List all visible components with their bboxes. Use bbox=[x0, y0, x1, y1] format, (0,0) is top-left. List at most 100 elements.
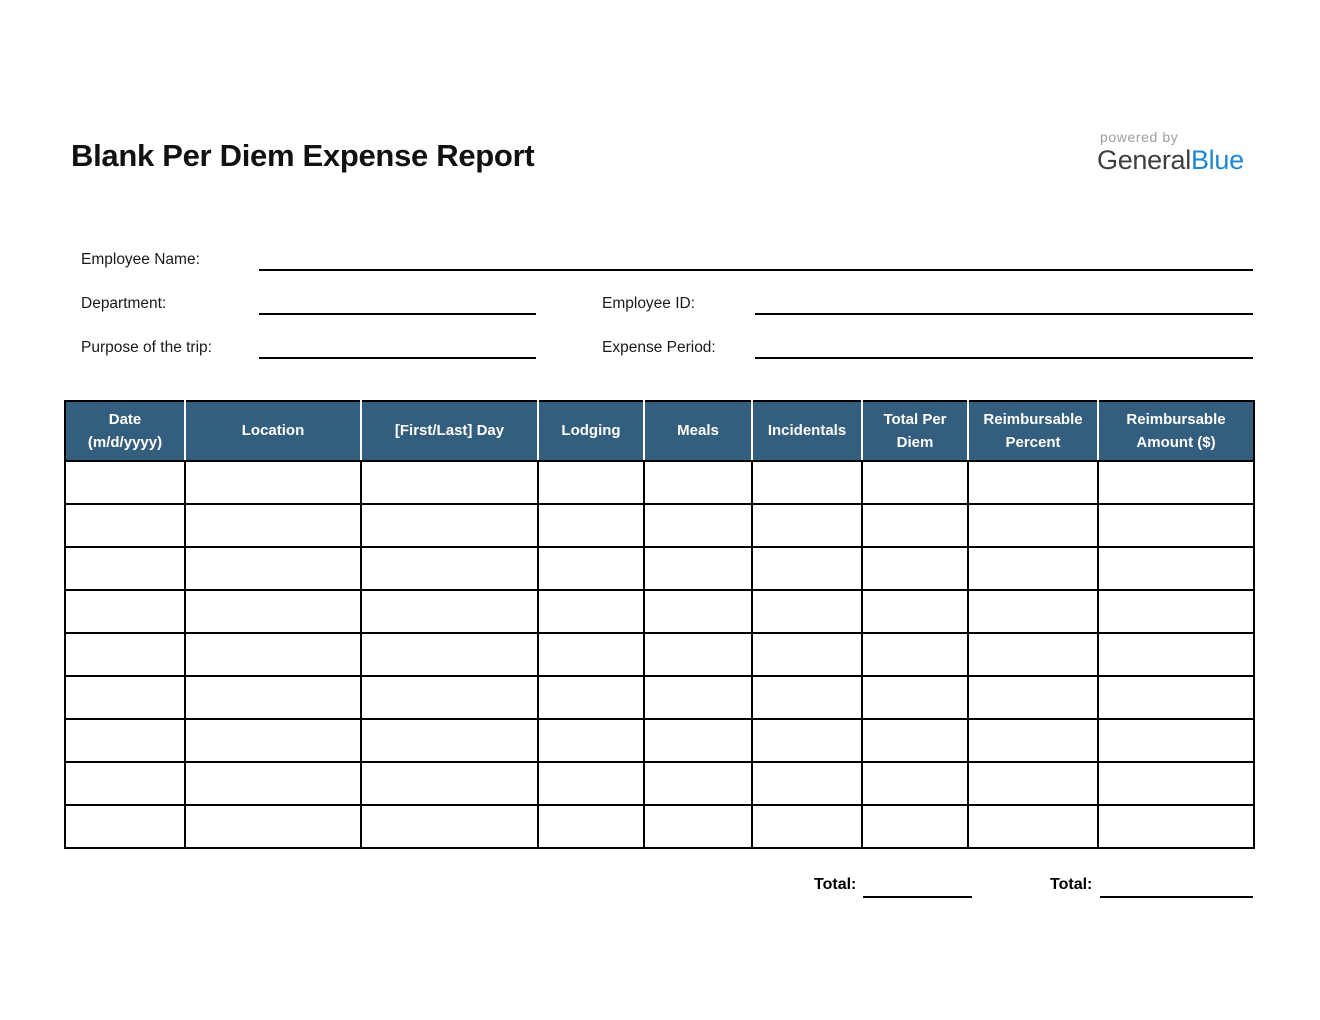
department-field[interactable] bbox=[259, 313, 536, 315]
table-cell[interactable] bbox=[1097, 460, 1255, 505]
table-cell[interactable] bbox=[64, 804, 186, 849]
table-cell[interactable] bbox=[360, 546, 539, 591]
table-cell[interactable] bbox=[64, 546, 186, 591]
table-cell[interactable] bbox=[751, 503, 863, 548]
table-cell[interactable] bbox=[861, 546, 969, 591]
table-cell[interactable] bbox=[360, 460, 539, 505]
per-diem-total-field[interactable] bbox=[863, 896, 972, 898]
table-cell[interactable] bbox=[751, 546, 863, 591]
table-cell[interactable] bbox=[751, 804, 863, 849]
column-header-total-per-diem: Total Per Diem bbox=[861, 400, 969, 462]
table-cell[interactable] bbox=[967, 804, 1099, 849]
table-cell[interactable] bbox=[64, 675, 186, 720]
table-cell[interactable] bbox=[184, 632, 362, 677]
table-cell[interactable] bbox=[537, 460, 645, 505]
table-cell[interactable] bbox=[360, 589, 539, 634]
table-cell[interactable] bbox=[861, 589, 969, 634]
table-cell[interactable] bbox=[1097, 675, 1255, 720]
table-cell[interactable] bbox=[1097, 589, 1255, 634]
table-cell[interactable] bbox=[1097, 718, 1255, 763]
table-cell[interactable] bbox=[360, 503, 539, 548]
table-row bbox=[64, 718, 1255, 763]
table-cell[interactable] bbox=[643, 503, 753, 548]
table-cell[interactable] bbox=[643, 546, 753, 591]
table-cell[interactable] bbox=[643, 804, 753, 849]
table-cell[interactable] bbox=[64, 460, 186, 505]
table-cell[interactable] bbox=[967, 718, 1099, 763]
table-cell[interactable] bbox=[537, 804, 645, 849]
table-cell[interactable] bbox=[184, 589, 362, 634]
table-cell[interactable] bbox=[643, 632, 753, 677]
table-cell[interactable] bbox=[861, 761, 969, 806]
purpose-of-trip-field[interactable] bbox=[259, 357, 536, 359]
table-cell[interactable] bbox=[184, 546, 362, 591]
table-cell[interactable] bbox=[537, 589, 645, 634]
table-cell[interactable] bbox=[643, 675, 753, 720]
table-cell[interactable] bbox=[64, 718, 186, 763]
table-cell[interactable] bbox=[64, 589, 186, 634]
table-cell[interactable] bbox=[184, 804, 362, 849]
expense-period-field[interactable] bbox=[755, 357, 1253, 359]
table-cell[interactable] bbox=[751, 589, 863, 634]
table-cell[interactable] bbox=[861, 718, 969, 763]
table-cell[interactable] bbox=[967, 675, 1099, 720]
reimbursable-total-field[interactable] bbox=[1100, 896, 1253, 898]
table-cell[interactable] bbox=[360, 675, 539, 720]
table-cell[interactable] bbox=[861, 460, 969, 505]
table-cell[interactable] bbox=[967, 632, 1099, 677]
employee-name-field[interactable] bbox=[259, 269, 1253, 271]
table-cell[interactable] bbox=[861, 632, 969, 677]
table-cell[interactable] bbox=[967, 546, 1099, 591]
table-cell[interactable] bbox=[861, 503, 969, 548]
table-cell[interactable] bbox=[537, 632, 645, 677]
reimbursable-total-label: Total: bbox=[1050, 876, 1093, 893]
table-cell[interactable] bbox=[184, 718, 362, 763]
brand-general-text: General bbox=[1097, 145, 1191, 175]
expense-period-label: Expense Period: bbox=[602, 339, 716, 356]
table-cell[interactable] bbox=[360, 718, 539, 763]
table-cell[interactable] bbox=[360, 804, 539, 849]
table-cell[interactable] bbox=[643, 761, 753, 806]
table-cell[interactable] bbox=[64, 503, 186, 548]
table-cell[interactable] bbox=[751, 632, 863, 677]
table-cell[interactable] bbox=[360, 761, 539, 806]
table-cell[interactable] bbox=[751, 460, 863, 505]
table-cell[interactable] bbox=[643, 589, 753, 634]
table-cell[interactable] bbox=[751, 718, 863, 763]
table-cell[interactable] bbox=[967, 589, 1099, 634]
table-cell[interactable] bbox=[537, 761, 645, 806]
table-cell[interactable] bbox=[1097, 804, 1255, 849]
table-cell[interactable] bbox=[537, 546, 645, 591]
table-cell[interactable] bbox=[184, 503, 362, 548]
table-cell[interactable] bbox=[967, 503, 1099, 548]
table-cell[interactable] bbox=[861, 804, 969, 849]
table-cell[interactable] bbox=[1097, 632, 1255, 677]
table-cell[interactable] bbox=[184, 675, 362, 720]
table-cell[interactable] bbox=[1097, 503, 1255, 548]
table-cell[interactable] bbox=[64, 632, 186, 677]
table-cell[interactable] bbox=[537, 718, 645, 763]
employee-id-label: Employee ID: bbox=[602, 295, 696, 312]
table-cell[interactable] bbox=[643, 460, 753, 505]
table-row bbox=[64, 761, 1255, 806]
table-body bbox=[64, 460, 1255, 849]
table-cell[interactable] bbox=[184, 460, 362, 505]
table-cell[interactable] bbox=[537, 675, 645, 720]
table-cell[interactable] bbox=[184, 761, 362, 806]
employee-id-field[interactable] bbox=[755, 313, 1253, 315]
table-cell[interactable] bbox=[1097, 761, 1255, 806]
table-cell[interactable] bbox=[967, 460, 1099, 505]
column-header-incidentals: Incidentals bbox=[751, 400, 863, 462]
table-cell[interactable] bbox=[360, 632, 539, 677]
table-cell[interactable] bbox=[64, 761, 186, 806]
column-header-reimbursable-percent: Reimbursable Percent bbox=[967, 400, 1099, 462]
table-cell[interactable] bbox=[751, 675, 863, 720]
table-cell[interactable] bbox=[751, 761, 863, 806]
table-cell[interactable] bbox=[1097, 546, 1255, 591]
table-cell[interactable] bbox=[967, 761, 1099, 806]
powered-by-text: powered by bbox=[1100, 129, 1179, 145]
table-cell[interactable] bbox=[537, 503, 645, 548]
table-cell[interactable] bbox=[643, 718, 753, 763]
table-cell[interactable] bbox=[861, 675, 969, 720]
